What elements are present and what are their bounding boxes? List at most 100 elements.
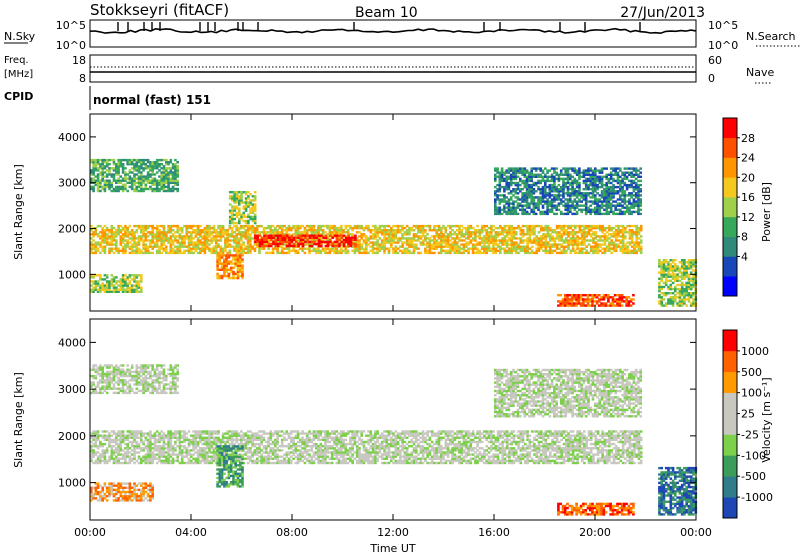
heatmap-cell — [226, 241, 229, 244]
heatmap-cell — [512, 202, 515, 205]
heatmap-cell — [247, 221, 250, 225]
heatmap-cell — [503, 231, 507, 234]
heatmap-cell — [153, 183, 157, 186]
heatmap-cell — [149, 241, 152, 244]
heatmap-cell — [142, 163, 145, 166]
heatmap-cell — [562, 185, 565, 189]
heatmap-cell — [417, 247, 420, 250]
heatmap-cell — [135, 177, 139, 180]
heatmap-cell — [254, 240, 257, 244]
heatmap-cell — [217, 251, 220, 255]
heatmap-cell — [542, 243, 545, 246]
heatmap-cell — [605, 202, 608, 205]
heatmap-cell — [251, 199, 255, 202]
heatmap-cell — [530, 175, 533, 178]
heatmap-cell — [633, 231, 636, 234]
heatmap-cell — [562, 183, 565, 187]
heatmap-cell — [92, 274, 95, 277]
heatmap-cell — [105, 158, 109, 162]
heatmap-cell — [465, 233, 468, 236]
heatmap-cell — [215, 251, 218, 255]
heatmap-cell — [224, 245, 227, 248]
heatmap-cell — [616, 190, 620, 193]
heatmap-cell — [467, 247, 470, 250]
heatmap-cell — [383, 251, 386, 255]
heatmap-cell — [544, 233, 548, 236]
heatmap-cell — [490, 249, 493, 252]
heatmap-cell — [199, 235, 202, 238]
heatmap-cell — [630, 245, 634, 248]
heatmap-cell — [171, 187, 175, 191]
heatmap-cell — [385, 233, 388, 236]
heatmap-cell — [101, 163, 104, 166]
heatmap-cell — [303, 229, 307, 232]
heatmap-cell — [390, 233, 393, 236]
heatmap-cell — [253, 221, 257, 225]
heatmap-cell — [637, 249, 641, 252]
noise-search-label: N.Search — [746, 30, 796, 43]
heatmap-cell — [419, 243, 423, 246]
heatmap-cell — [196, 251, 200, 255]
heatmap-cell — [598, 175, 602, 178]
heatmap-cell — [244, 245, 248, 248]
heatmap-cell — [351, 245, 354, 248]
heatmap-cell — [559, 212, 563, 216]
heatmap-cell — [608, 243, 611, 246]
heatmap-cell — [599, 249, 602, 252]
heatmap-cell — [566, 296, 569, 299]
heatmap-cell — [618, 300, 622, 303]
heatmap-cell — [153, 181, 157, 184]
heatmap-cell — [180, 229, 184, 232]
heatmap-cell — [460, 224, 463, 228]
heatmap-cell — [658, 285, 661, 289]
heatmap-cell — [142, 231, 145, 234]
heatmap-cell — [625, 167, 629, 170]
heatmap-cell — [226, 229, 229, 232]
heatmap-cell — [124, 284, 127, 287]
heatmap-cell — [135, 169, 139, 172]
heatmap-cell — [612, 200, 615, 203]
heatmap-cell — [274, 237, 277, 240]
heatmap-cell — [433, 241, 436, 244]
heatmap-cell — [557, 173, 561, 176]
heatmap-cell — [238, 191, 241, 194]
heatmap-cell — [103, 288, 107, 291]
heatmap-cell — [142, 177, 145, 180]
heatmap-cell — [144, 243, 148, 246]
heatmap-cell — [303, 239, 307, 242]
heatmap-cell — [158, 251, 161, 255]
heatmap-cell — [499, 245, 502, 248]
heatmap-cell — [530, 210, 533, 214]
heatmap-cell — [155, 181, 159, 184]
heatmap-cell — [183, 239, 186, 242]
heatmap-cell — [408, 245, 411, 248]
heatmap-cell — [105, 163, 109, 166]
heatmap-cell — [205, 226, 209, 230]
heatmap-cell — [165, 233, 168, 236]
heatmap-cell — [299, 242, 303, 246]
heatmap-cell — [240, 201, 243, 204]
heatmap-cell — [609, 194, 613, 197]
heatmap-cell — [378, 245, 382, 248]
heatmap-cell — [485, 245, 488, 248]
heatmap-cell — [628, 210, 631, 214]
heatmap-cell — [421, 233, 425, 236]
heatmap-cell — [569, 194, 572, 197]
heatmap-cell — [133, 237, 136, 240]
heatmap-cell — [194, 233, 198, 236]
heatmap-cell — [634, 171, 638, 174]
heatmap-cell — [169, 243, 173, 246]
heatmap-cell — [539, 190, 542, 193]
heatmap-cell — [232, 276, 235, 280]
heatmap-cell — [140, 237, 143, 240]
heatmap-cell — [583, 241, 586, 244]
heatmap-cell — [221, 247, 225, 250]
heatmap-cell — [171, 224, 175, 228]
heatmap-cell — [112, 231, 116, 234]
heatmap-cell — [528, 231, 532, 234]
heatmap-cell — [539, 173, 542, 176]
heatmap-cell — [153, 161, 157, 164]
heatmap-cell — [135, 286, 139, 289]
heatmap-cell — [101, 278, 104, 281]
heatmap-cell — [578, 200, 581, 203]
